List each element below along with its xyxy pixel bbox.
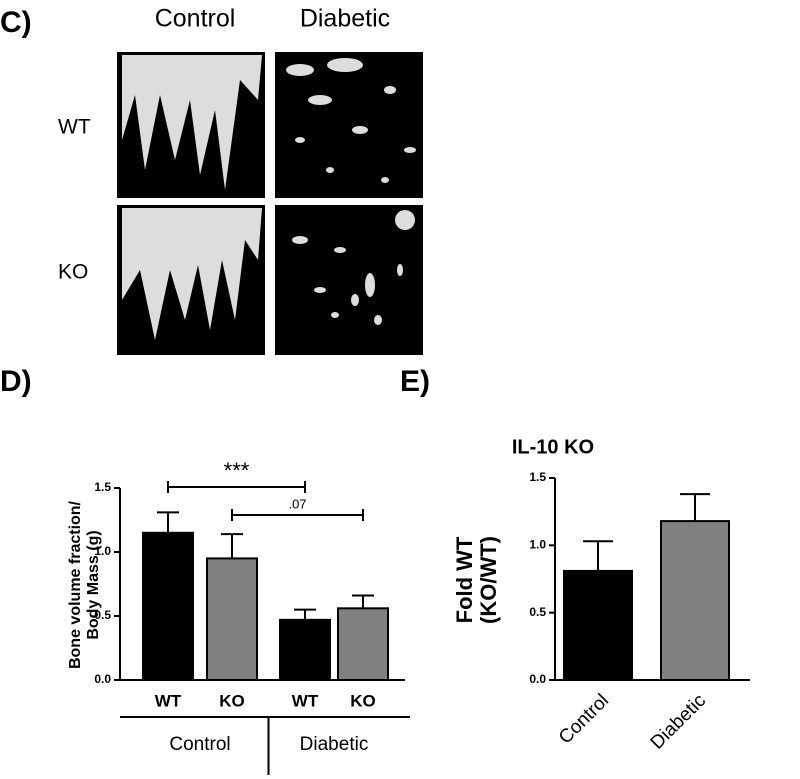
row-label: WT	[58, 116, 91, 139]
bar	[279, 618, 331, 682]
x-tick-label: KO	[350, 691, 376, 710]
x-tick-label: WT	[292, 691, 319, 710]
y-tick-label: 1.5	[529, 470, 546, 484]
panel-label: E)	[400, 365, 430, 398]
x-tick-label: WT	[155, 691, 182, 710]
y-tick-label: 0.0	[94, 672, 111, 686]
column-label: Diabetic	[300, 5, 390, 33]
y-axis-label: Body Mass (g)	[85, 530, 102, 639]
bar	[142, 531, 194, 681]
micro-ct-images	[117, 52, 423, 355]
y-tick-label: 1.0	[94, 544, 111, 558]
y-axis-label: Bone volume fraction/	[67, 500, 84, 669]
bar	[337, 607, 389, 682]
y-axis-label: Fold WT	[452, 536, 477, 623]
y-tick-label: 1.5	[94, 480, 111, 494]
group-label: Diabetic	[300, 734, 369, 755]
panel-label: D)	[0, 365, 32, 398]
significance-label: .07	[288, 496, 306, 511]
row-label: KO	[58, 261, 88, 284]
y-tick-label: 0.5	[94, 608, 111, 622]
y-tick-label: 0.5	[529, 605, 546, 619]
y-axis-label: (KO/WT)	[476, 536, 501, 624]
bar	[563, 569, 633, 681]
y-tick-label: 0.0	[529, 672, 546, 686]
bar	[206, 557, 258, 682]
bar	[660, 520, 730, 681]
x-tick-label: KO	[219, 691, 245, 710]
column-label: Control	[155, 5, 236, 33]
group-label: Control	[169, 734, 230, 755]
chart-title: IL-10 KO	[512, 436, 594, 458]
x-tick-label: Control	[555, 690, 613, 748]
y-tick-label: 1.0	[529, 538, 546, 552]
significance-label: ***	[224, 458, 250, 483]
panel-label: C)	[0, 6, 32, 39]
x-tick-label: Diabetic	[647, 690, 710, 753]
